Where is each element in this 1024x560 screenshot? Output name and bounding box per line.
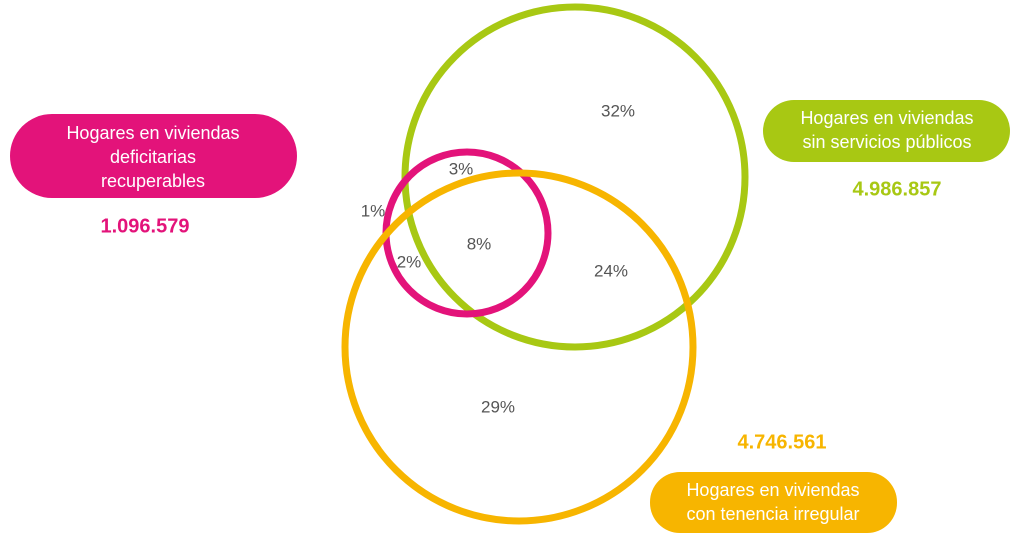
- set-label: Hogares en viviendas: [800, 108, 973, 128]
- set-label: Hogares en viviendas: [66, 123, 239, 143]
- label-pill: [650, 472, 897, 533]
- region-label: 32%: [601, 101, 635, 120]
- region-label: 8%: [467, 234, 492, 253]
- label-pill: [763, 100, 1010, 162]
- region-label: 24%: [594, 261, 628, 280]
- label-pill: [10, 114, 297, 198]
- region-label: 1%: [361, 201, 386, 220]
- region-label: 29%: [481, 397, 515, 416]
- set-count: 4.986.857: [853, 178, 942, 200]
- set-label: Hogares en viviendas: [686, 480, 859, 500]
- set-label: con tenencia irregular: [686, 504, 859, 524]
- set-count: 1.096.579: [101, 215, 190, 237]
- set-count: 4.746.561: [738, 431, 827, 453]
- set-label: recuperables: [101, 171, 205, 191]
- set-label: sin servicios públicos: [802, 132, 971, 152]
- region-label: 2%: [397, 252, 422, 271]
- circle-tenure: [341, 169, 697, 525]
- region-label: 3%: [449, 159, 474, 178]
- set-label: deficitarias: [110, 147, 196, 167]
